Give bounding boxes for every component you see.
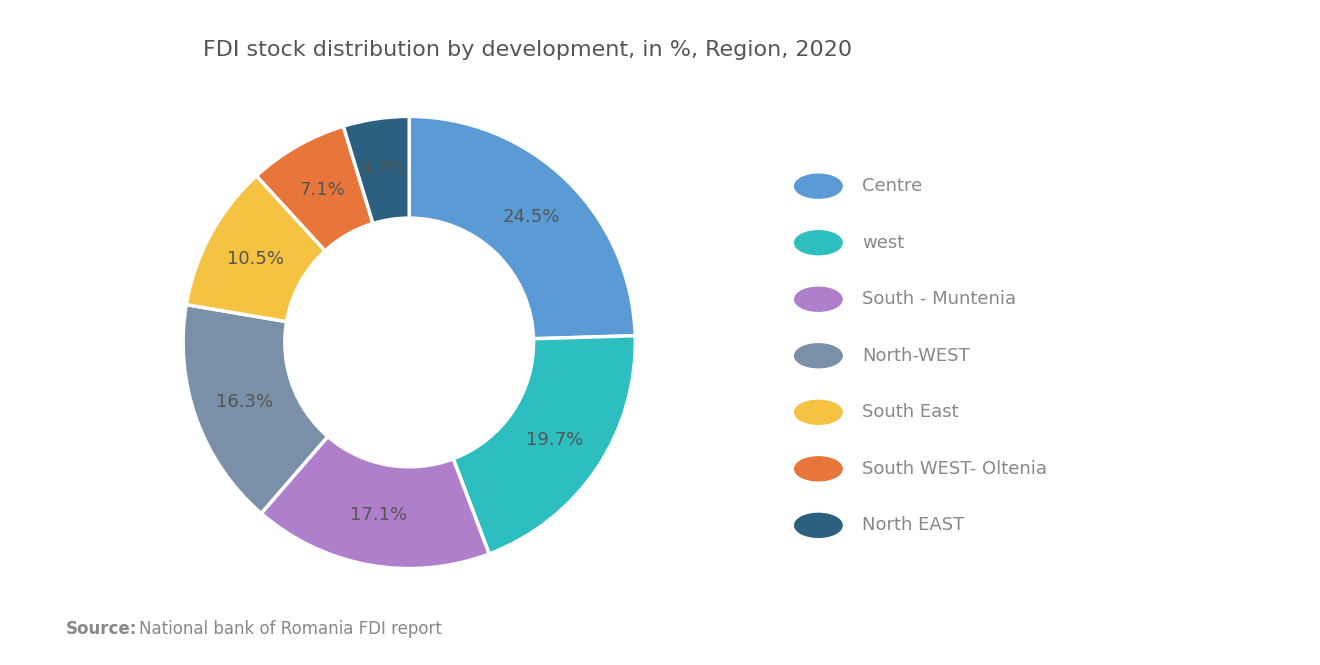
Text: west: west [862,233,904,252]
Wedge shape [343,116,409,223]
Text: 19.7%: 19.7% [527,431,583,449]
Wedge shape [453,336,635,554]
Wedge shape [183,305,327,513]
Text: 10.5%: 10.5% [227,249,284,268]
Text: South WEST- Oltenia: South WEST- Oltenia [862,460,1047,478]
Wedge shape [261,436,490,569]
Text: National bank of Romania FDI report: National bank of Romania FDI report [139,620,441,638]
Text: 24.5%: 24.5% [503,207,560,225]
Text: Source:: Source: [66,620,137,638]
Text: FDI stock distribution by development, in %, Region, 2020: FDI stock distribution by development, i… [203,40,853,60]
Text: North-WEST: North-WEST [862,346,970,365]
Text: South - Muntenia: South - Muntenia [862,290,1016,309]
Wedge shape [186,176,325,322]
Wedge shape [409,116,635,338]
Text: 16.3%: 16.3% [215,392,273,410]
Text: North EAST: North EAST [862,516,964,535]
Text: Centre: Centre [862,177,923,196]
Text: 17.1%: 17.1% [350,506,407,524]
Text: 7.1%: 7.1% [300,182,345,200]
Text: 4.7%: 4.7% [360,160,407,178]
Text: South East: South East [862,403,958,422]
Wedge shape [256,126,374,251]
